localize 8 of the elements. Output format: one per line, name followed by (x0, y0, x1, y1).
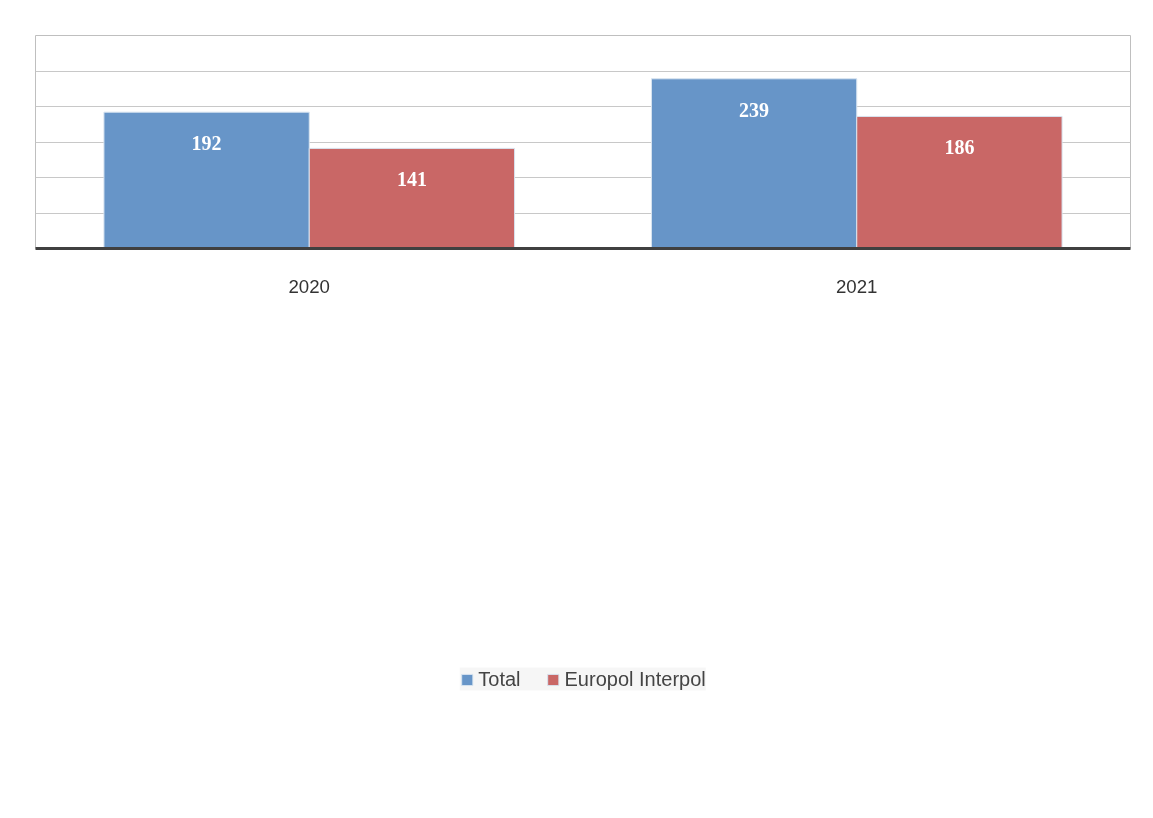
legend-label: Europol Interpol (564, 667, 706, 691)
data-label: 141 (396, 168, 427, 191)
legend-label: Total (478, 667, 521, 691)
data-label: 239 (739, 98, 770, 121)
data-label: 186 (944, 136, 975, 159)
x-tick-label: 2021 (836, 275, 878, 297)
x-tick-label: 2020 (288, 275, 331, 297)
data-label: 192 (191, 132, 222, 155)
